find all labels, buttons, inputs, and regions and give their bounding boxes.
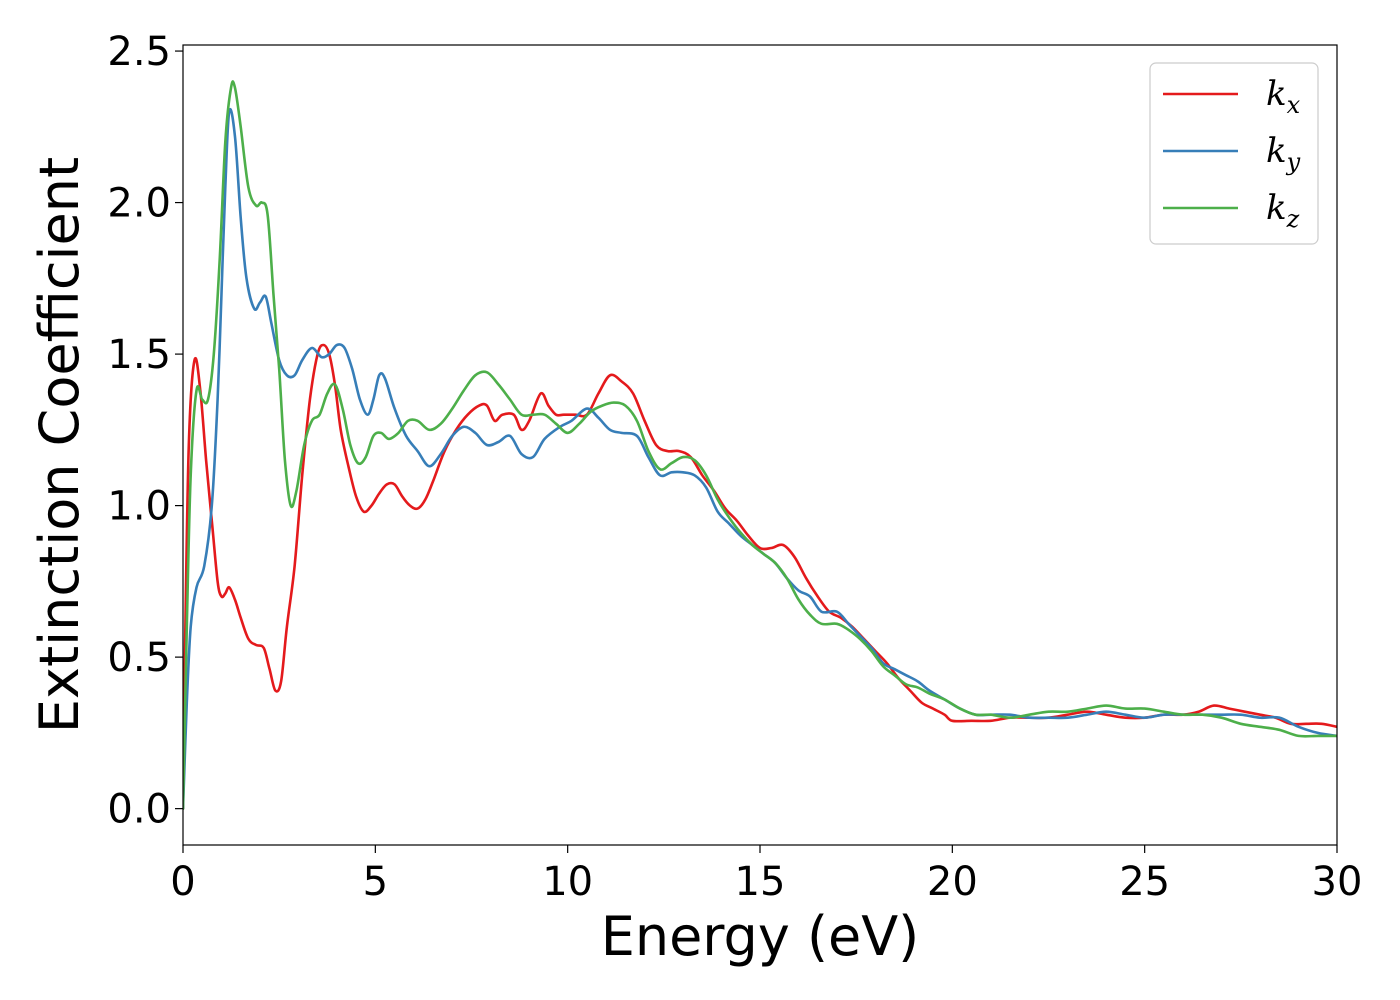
y-tick-label: 1.5 <box>107 332 171 378</box>
y-tick-label: 0.5 <box>107 635 171 681</box>
y-tick-label: 2.5 <box>107 29 171 75</box>
x-tick-label: 30 <box>1312 859 1363 905</box>
legend-label-y: ky <box>1266 131 1301 176</box>
legend-label-x: kx <box>1266 74 1301 119</box>
x-tick-label: 15 <box>735 859 786 905</box>
y-axis-title: Extinction Coefficient <box>28 157 91 733</box>
legend-box <box>1149 62 1319 245</box>
x-axis: 0 5 10 15 20 25 30 <box>170 845 1362 905</box>
y-tick-label: 0.0 <box>107 787 171 833</box>
legend-label-z: kz <box>1266 188 1300 233</box>
x-tick-label: 20 <box>927 859 978 905</box>
series-line-x <box>183 343 1337 810</box>
x-tick-label: 5 <box>363 859 388 905</box>
series-line-y <box>183 108 1337 810</box>
y-tick-label: 2.0 <box>107 181 171 227</box>
y-tick-label: 1.0 <box>107 484 171 530</box>
x-axis-title: Energy (eV) <box>601 905 920 968</box>
y-axis: 0.0 0.5 1.0 1.5 2.0 2.5 <box>107 29 183 833</box>
x-tick-label: 10 <box>542 859 593 905</box>
series-layer <box>183 80 1337 810</box>
legend: kx ky kz <box>1149 62 1319 245</box>
x-tick-label: 0 <box>170 859 195 905</box>
series-line-z <box>183 80 1337 810</box>
x-tick-label: 25 <box>1119 859 1170 905</box>
